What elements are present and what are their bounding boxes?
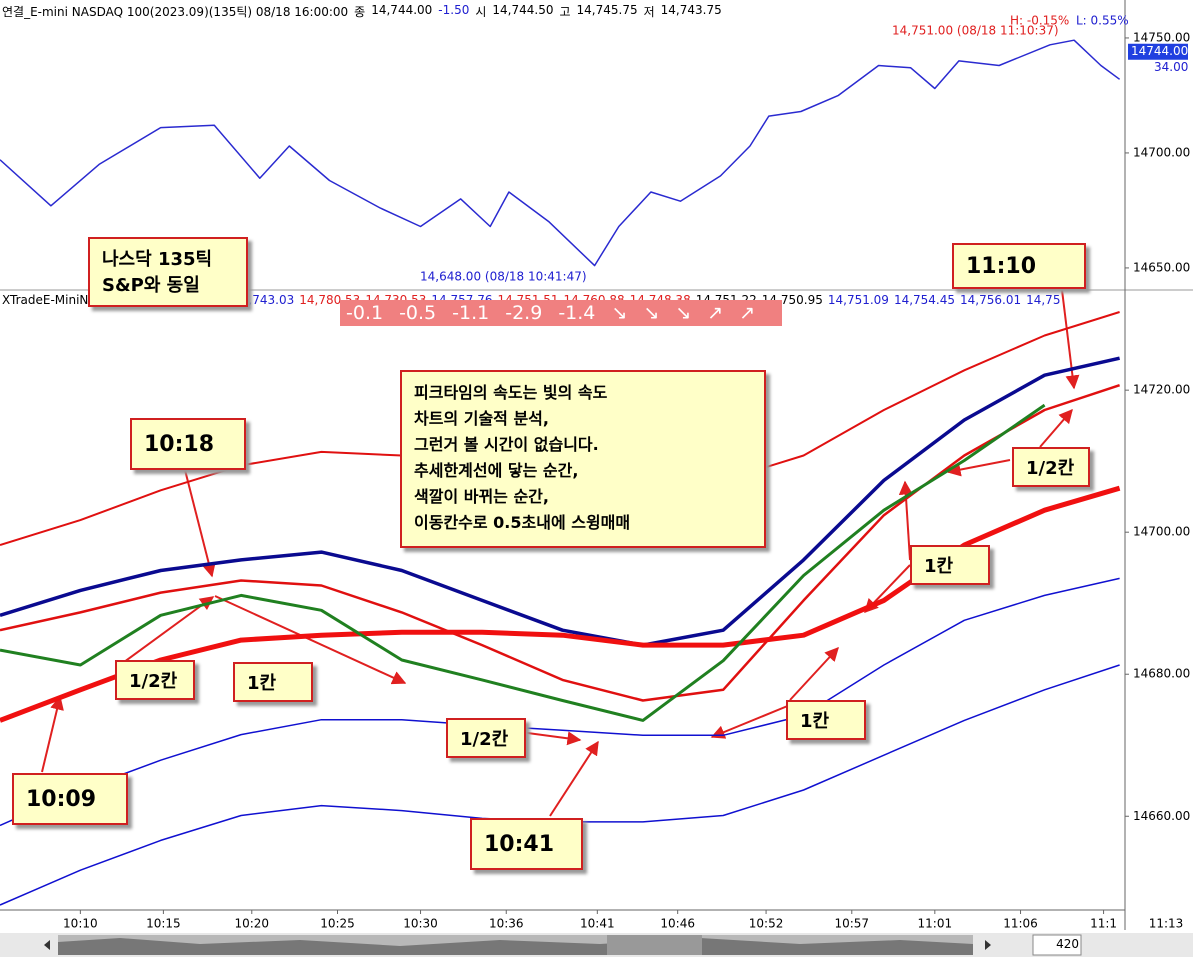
x-tick-label: 10:10	[63, 917, 98, 931]
last-extra: 34.00	[1154, 60, 1188, 74]
speed-value: ↘	[611, 302, 628, 324]
y-tick-label: 14650.00	[1133, 260, 1190, 274]
note-line: 이동칸수로 0.5초내에 스윙매매	[414, 513, 631, 532]
x-tick-label: 10:41	[580, 917, 615, 931]
callout: 10:18	[130, 418, 246, 470]
low: 14,743.75	[660, 3, 722, 17]
speed-value: ↗	[707, 302, 724, 324]
change: -1.50	[438, 3, 470, 17]
series-line	[0, 403, 1046, 722]
speed-value: -1.1	[452, 302, 490, 324]
high-note: 14,751.00 (08/18 11:10:37)	[892, 24, 1059, 38]
open: 14,744.50	[492, 3, 554, 17]
indicator-value: 14,743.03	[233, 293, 295, 307]
callout: 10:41	[470, 818, 583, 870]
note-line: S&P와 동일	[102, 275, 200, 296]
x-tick-label: 11:1	[1090, 917, 1117, 931]
x-tick-label: 10:52	[749, 917, 784, 931]
x-tick-label: 11:01	[918, 917, 953, 931]
last-price-box	[1128, 43, 1188, 60]
x-tick-label: 10:15	[146, 917, 181, 931]
callout: 11:10	[952, 243, 1086, 289]
x-tick-label: 11:06	[1003, 917, 1038, 931]
close-label: 종	[354, 5, 366, 19]
last-price: 14744.00	[1131, 44, 1188, 58]
scrollbar[interactable]	[0, 933, 1193, 957]
x-tick-label: 10:30	[403, 917, 438, 931]
speed-value: ↘	[675, 302, 692, 324]
note-small: 나스닥 135틱 S&P와 동일	[88, 237, 248, 307]
callout: 1/2칸	[446, 718, 526, 758]
note-line: 차트의 기술적 분석,	[414, 409, 549, 428]
indicator-value: 14,751.09	[827, 293, 889, 307]
note-line: 그런거 볼 시간이 없습니다.	[414, 435, 599, 454]
callout: 1칸	[786, 700, 866, 740]
x-tick-label: 10:57	[834, 917, 869, 931]
arrows	[41, 289, 1080, 817]
note-line: 피크타임의 속도는 빛의 속도	[414, 383, 608, 402]
x-tick-label: 10:25	[320, 917, 355, 931]
low-label: 저	[643, 5, 655, 19]
y-tick-label: 14720.00	[1133, 383, 1190, 397]
low-pct: L: 0.55%	[1076, 14, 1129, 28]
high-pct: H: -0.15%	[1010, 14, 1069, 28]
y-tick-label: 14700.00	[1133, 525, 1190, 539]
indicator-value: 14,756.01	[960, 293, 1022, 307]
indicator-value: 14,754.45	[893, 293, 956, 307]
x-tick-label: 10:36	[489, 917, 524, 931]
callout: 1칸	[910, 545, 990, 585]
series-line	[0, 39, 1121, 267]
y-tick-label: 14660.00	[1133, 809, 1190, 823]
callout: 1/2칸	[1012, 447, 1090, 487]
speed-value: -0.5	[399, 302, 437, 324]
x-tick-label: 10:20	[234, 917, 269, 931]
indicator-name: XTradeE-MiniNS	[2, 293, 96, 307]
note-line: 나스닥 135틱	[102, 249, 213, 270]
speed-value: ↗	[739, 302, 755, 324]
series-line	[0, 356, 1120, 647]
callout: 10:09	[12, 773, 128, 825]
header-title: 연결_E-mini NASDAQ 100(2023.09)(135틱) 08/1…	[2, 5, 349, 19]
bar-count: 420	[1056, 937, 1079, 951]
series-line	[0, 577, 1120, 827]
header: 연결_E-mini NASDAQ 100(2023.09)(135틱) 08/1…	[2, 3, 722, 20]
y-tick-label: 14700.00	[1133, 145, 1190, 159]
note-line: 추세한계선에 닿는 순간,	[414, 461, 579, 480]
indicator-value: 14,75	[1026, 293, 1061, 307]
note-line: 색깔이 바뀌는 순간,	[414, 487, 549, 506]
high: 14,745.75	[576, 3, 638, 17]
close: 14,744.00	[371, 3, 433, 17]
callout: 1칸	[233, 662, 313, 702]
x-end-label: 11:13	[1149, 917, 1184, 931]
speed-value: -2.9	[505, 302, 543, 324]
callout: 1/2칸	[115, 660, 195, 700]
speed-value: -0.1	[346, 302, 384, 324]
speed-box: -0.1 -0.5 -1.1 -2.9 -1.4 ↘ ↘ ↘ ↗ ↗	[340, 300, 782, 326]
open-label: 시	[475, 5, 487, 19]
x-tick-label: 10:46	[660, 917, 695, 931]
speed-value: -1.4	[558, 302, 596, 324]
high-label: 고	[559, 5, 571, 19]
low-note: 14,648.00 (08/18 10:41:47)	[420, 270, 587, 284]
speed-value: ↘	[643, 302, 660, 324]
y-tick-label: 14750.00	[1133, 30, 1190, 44]
y-tick-label: 14680.00	[1133, 667, 1190, 681]
